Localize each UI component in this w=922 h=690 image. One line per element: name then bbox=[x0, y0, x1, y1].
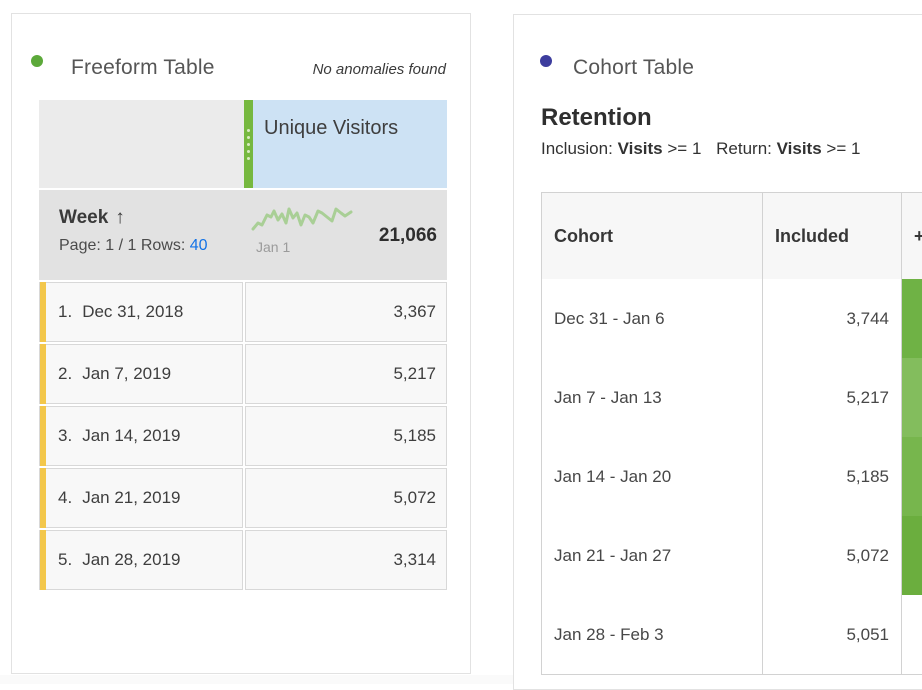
dimension-color-bar bbox=[40, 406, 46, 466]
cohort-table: Cohort Included + Dec 31 - Jan 6 3,744 J… bbox=[541, 192, 922, 675]
dimension-cell[interactable]: 3. Jan 14, 2019 bbox=[39, 406, 243, 466]
included-value-cell: 3,744 bbox=[763, 279, 902, 358]
cohort-row: Dec 31 - Jan 6 3,744 bbox=[542, 279, 922, 358]
dimension-header-row: Week ↑ Page: 1 / 1 Rows: 40 Jan 1 21,066 bbox=[39, 190, 447, 280]
pagination-info: Page: 1 / 1 Rows: 40 bbox=[59, 237, 208, 255]
cohort-row: Jan 14 - Jan 20 5,185 bbox=[542, 437, 922, 516]
retention-cell[interactable] bbox=[902, 358, 922, 437]
row-label: Jan 28, 2019 bbox=[82, 550, 181, 569]
table-row: 5. Jan 28, 2019 3,314 bbox=[39, 530, 447, 590]
cohort-range-cell[interactable]: Jan 14 - Jan 20 bbox=[542, 437, 763, 516]
page-background-strip bbox=[0, 675, 922, 684]
anomaly-status-text: No anomalies found bbox=[312, 61, 446, 78]
freeform-panel-title[interactable]: Freeform Table bbox=[71, 56, 215, 79]
dimension-color-bar bbox=[40, 344, 46, 404]
metric-cell: 5,185 bbox=[245, 406, 447, 466]
row-rank: 3. bbox=[58, 426, 73, 445]
metric-cell: 3,314 bbox=[245, 530, 447, 590]
dimension-cell[interactable]: 2. Jan 7, 2019 bbox=[39, 344, 243, 404]
cohort-row: Jan 7 - Jan 13 5,217 bbox=[542, 358, 922, 437]
metric-column-header[interactable]: Unique Visitors bbox=[253, 100, 447, 188]
cohort-table-panel: Cohort Table Retention Inclusion: Visits… bbox=[513, 14, 922, 690]
table-row: 2. Jan 7, 2019 5,217 bbox=[39, 344, 447, 404]
included-value-cell: 5,217 bbox=[763, 358, 902, 437]
retention-cell[interactable] bbox=[902, 516, 922, 595]
dimension-cell[interactable]: 1. Dec 31, 2018 bbox=[39, 282, 243, 342]
row-label: Jan 14, 2019 bbox=[82, 426, 181, 445]
row-rank: 5. bbox=[58, 550, 73, 569]
plus-week-column-header[interactable]: + bbox=[914, 225, 922, 246]
row-label: Dec 31, 2018 bbox=[82, 302, 184, 321]
freeform-panel-dot-icon bbox=[31, 55, 43, 67]
dimension-cell[interactable]: 4. Jan 21, 2019 bbox=[39, 468, 243, 528]
cohort-column-header[interactable]: Cohort bbox=[542, 193, 763, 279]
included-value-cell: 5,051 bbox=[763, 595, 902, 674]
metric-cell: 5,072 bbox=[245, 468, 447, 528]
freeform-table-panel: Freeform Table No anomalies found Unique… bbox=[11, 13, 471, 674]
table-row: 1. Dec 31, 2018 3,367 bbox=[39, 282, 447, 342]
table-row: 4. Jan 21, 2019 5,072 bbox=[39, 468, 447, 528]
pagination-label: Page: 1 / 1 Rows: bbox=[59, 237, 186, 254]
cohort-heading: Retention bbox=[541, 104, 652, 131]
cohort-row: Jan 28 - Feb 3 5,051 bbox=[542, 595, 922, 674]
retention-cell[interactable] bbox=[902, 437, 922, 516]
dimension-color-bar bbox=[40, 468, 46, 528]
metric-drag-handle-icon[interactable] bbox=[244, 100, 253, 188]
row-label: Jan 21, 2019 bbox=[82, 488, 181, 507]
freeform-table: Unique Visitors Week ↑ Page: 1 / 1 Rows: … bbox=[39, 100, 447, 590]
cohort-range-cell[interactable]: Jan 21 - Jan 27 bbox=[542, 516, 763, 595]
inclusion-metric: Visits bbox=[617, 139, 663, 158]
inclusion-label: Inclusion: bbox=[541, 139, 613, 158]
dimension-color-bar bbox=[40, 282, 46, 342]
corner-cell bbox=[39, 100, 244, 188]
included-value-cell: 5,185 bbox=[763, 437, 902, 516]
dimension-cell[interactable]: 5. Jan 28, 2019 bbox=[39, 530, 243, 590]
row-rank: 2. bbox=[58, 364, 73, 383]
sparkline-icon bbox=[251, 207, 353, 231]
dimension-name: Week bbox=[59, 207, 109, 228]
return-metric: Visits bbox=[776, 139, 822, 158]
cohort-range-cell[interactable]: Dec 31 - Jan 6 bbox=[542, 279, 763, 358]
return-operator: >= 1 bbox=[826, 139, 861, 158]
retention-cell[interactable] bbox=[902, 595, 922, 674]
metric-cell: 5,217 bbox=[245, 344, 447, 404]
cohort-range-cell[interactable]: Jan 7 - Jan 13 bbox=[542, 358, 763, 437]
sparkline-date-label: Jan 1 bbox=[256, 239, 291, 255]
rows-count-link[interactable]: 40 bbox=[189, 237, 208, 254]
cohort-range-cell[interactable]: Jan 28 - Feb 3 bbox=[542, 595, 763, 674]
retention-cell[interactable] bbox=[902, 279, 922, 358]
sort-ascending-icon: ↑ bbox=[115, 207, 125, 228]
freeform-column-header-row: Unique Visitors bbox=[39, 100, 447, 188]
cohort-header-row: Cohort Included + bbox=[542, 193, 922, 279]
cohort-row: Jan 21 - Jan 27 5,072 bbox=[542, 516, 922, 595]
table-row: 3. Jan 14, 2019 5,185 bbox=[39, 406, 447, 466]
row-label: Jan 7, 2019 bbox=[82, 364, 172, 383]
dimension-sort-header[interactable]: Week ↑ bbox=[59, 207, 125, 229]
cohort-criteria: Inclusion: Visits >= 1 Return: Visits >=… bbox=[541, 139, 860, 159]
metric-total-value: 21,066 bbox=[378, 225, 437, 246]
inclusion-operator: >= 1 bbox=[667, 139, 702, 158]
included-value-cell: 5,072 bbox=[763, 516, 902, 595]
dimension-color-bar bbox=[40, 530, 46, 590]
cohort-panel-title[interactable]: Cohort Table bbox=[573, 56, 695, 79]
metric-cell: 3,367 bbox=[245, 282, 447, 342]
return-label: Return: bbox=[716, 139, 772, 158]
row-rank: 1. bbox=[58, 302, 73, 321]
cohort-panel-dot-icon bbox=[540, 55, 552, 67]
row-rank: 4. bbox=[58, 488, 73, 507]
included-column-header[interactable]: Included bbox=[763, 193, 902, 279]
